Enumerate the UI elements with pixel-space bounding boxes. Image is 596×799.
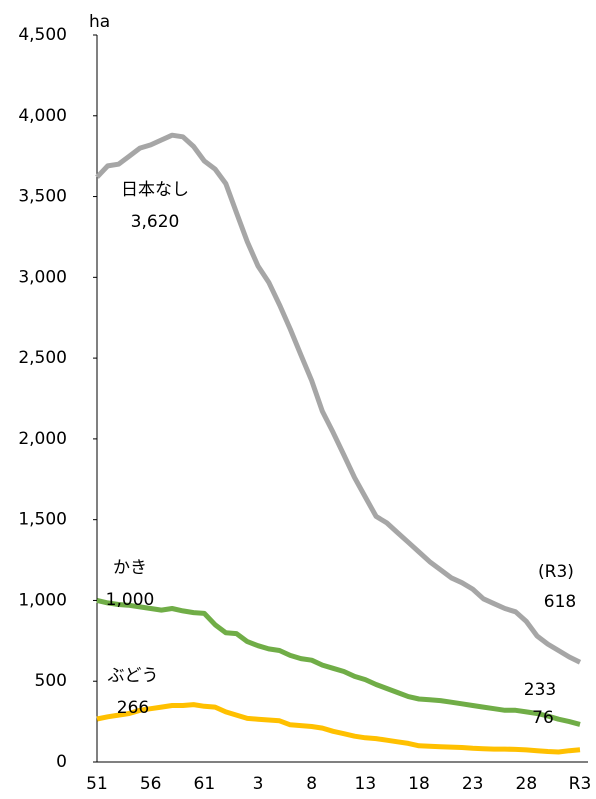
annotation: 日本なし — [121, 180, 189, 200]
y-tick-label: 4,500 — [18, 25, 67, 45]
y-tick-label: 2,500 — [18, 348, 67, 368]
x-tick-label: R3 — [569, 774, 592, 794]
annotation: 76 — [532, 708, 554, 728]
y-tick-label: 1,000 — [18, 590, 67, 610]
series-line — [96, 597, 581, 727]
y-tick-label: 3,500 — [18, 187, 67, 207]
annotation: 618 — [544, 592, 576, 612]
x-tick-label: 23 — [462, 774, 484, 794]
y-tick-label: 3,000 — [18, 267, 67, 287]
x-tick-label: 18 — [408, 774, 430, 794]
series-line — [96, 702, 581, 755]
x-tick-label: 8 — [306, 774, 317, 794]
x-tick-label: 56 — [140, 774, 162, 794]
annotation: かき — [113, 558, 147, 578]
y-tick-label: 1,500 — [18, 510, 67, 530]
annotation: 3,620 — [131, 212, 180, 232]
y-tick-label: 500 — [35, 671, 67, 691]
x-tick-label: 51 — [86, 774, 108, 794]
y-tick-label: 4,000 — [18, 106, 67, 126]
y-unit: ha — [89, 12, 110, 32]
annotation: ぶどう — [108, 666, 159, 686]
y-tick-label: 0 — [56, 752, 67, 772]
series-line — [95, 132, 582, 665]
x-tick-label: 13 — [355, 774, 377, 794]
y-tick-label: 2,000 — [18, 429, 67, 449]
x-tick-label: 3 — [253, 774, 264, 794]
x-tick-label: 28 — [516, 774, 538, 794]
annotation: 233 — [524, 680, 556, 700]
annotation: 266 — [117, 698, 149, 718]
x-tick-label: 61 — [194, 774, 216, 794]
annotation: 1,000 — [106, 590, 155, 610]
annotation: (R3) — [538, 562, 574, 582]
